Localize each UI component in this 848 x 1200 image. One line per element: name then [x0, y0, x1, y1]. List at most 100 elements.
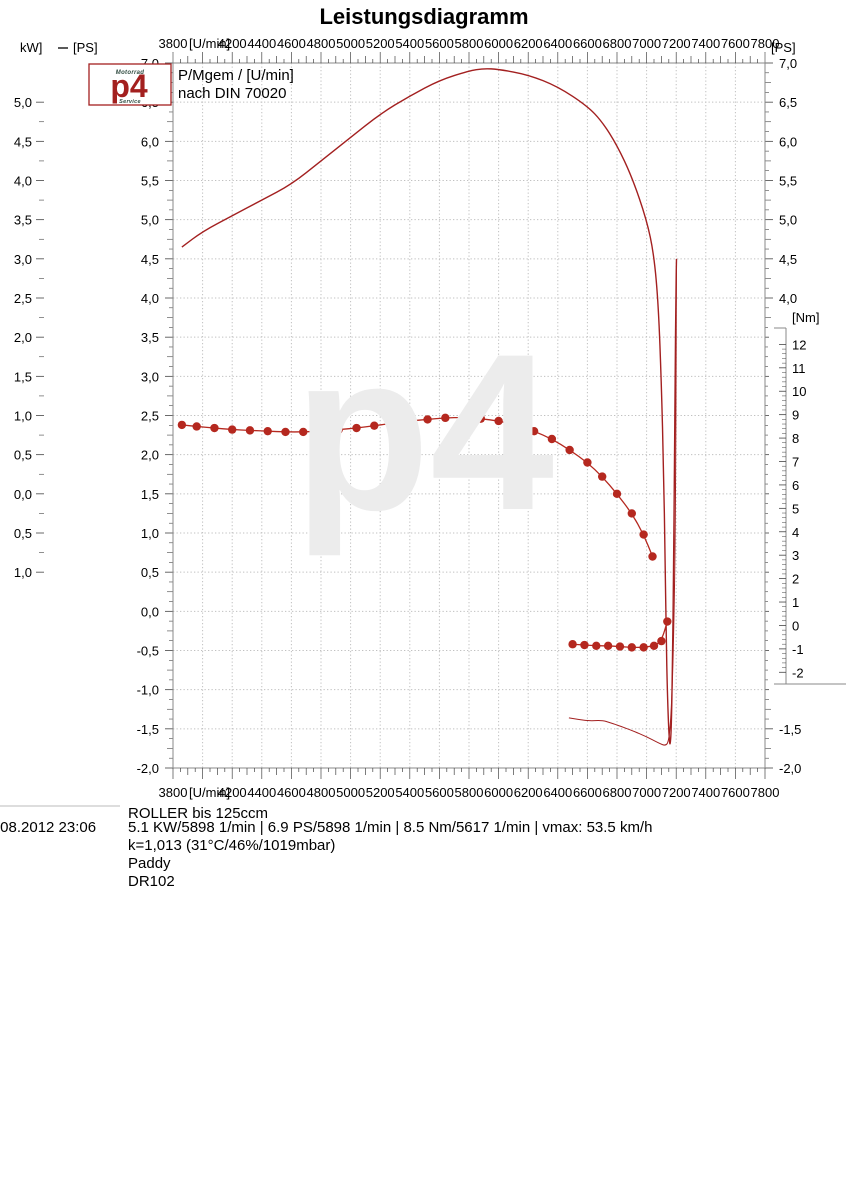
svg-text:3800: 3800: [159, 36, 188, 51]
svg-text:6600: 6600: [573, 785, 602, 800]
svg-text:6800: 6800: [603, 36, 632, 51]
svg-text:5400: 5400: [395, 785, 424, 800]
svg-text:k=1,013 (31°C/46%/1019mbar): k=1,013 (31°C/46%/1019mbar): [128, 837, 335, 854]
svg-text:6,0: 6,0: [779, 134, 797, 149]
svg-text:[PS]: [PS]: [73, 40, 98, 55]
svg-text:5600: 5600: [425, 36, 454, 51]
svg-text:7000: 7000: [632, 36, 661, 51]
svg-text:-1,5: -1,5: [137, 722, 159, 737]
svg-text:4,0: 4,0: [141, 291, 159, 306]
svg-text:3,5: 3,5: [141, 330, 159, 345]
svg-text:7000: 7000: [632, 785, 661, 800]
svg-text:7800: 7800: [751, 785, 780, 800]
svg-text:Paddy: Paddy: [128, 855, 171, 872]
svg-text:0,5: 0,5: [14, 526, 32, 541]
svg-text:4800: 4800: [307, 785, 336, 800]
svg-text:nach DIN 70020: nach DIN 70020: [178, 85, 286, 102]
svg-text:5800: 5800: [455, 785, 484, 800]
svg-text:2,0: 2,0: [14, 330, 32, 345]
svg-text:4,5: 4,5: [141, 252, 159, 267]
svg-text:DR102: DR102: [128, 873, 175, 890]
svg-text:6000: 6000: [484, 785, 513, 800]
svg-text:[U/min]: [U/min]: [189, 785, 230, 800]
svg-text:6600: 6600: [573, 36, 602, 51]
svg-text:4600: 4600: [277, 36, 306, 51]
svg-text:-1,5: -1,5: [779, 722, 801, 737]
svg-text:2,0: 2,0: [141, 448, 159, 463]
svg-text:6: 6: [792, 478, 799, 493]
svg-text:6200: 6200: [514, 36, 543, 51]
svg-text:5,0: 5,0: [141, 213, 159, 228]
svg-text:Service: Service: [119, 99, 141, 105]
svg-text:0,5: 0,5: [14, 448, 32, 463]
svg-text:4,5: 4,5: [779, 252, 797, 267]
svg-text:1,0: 1,0: [14, 565, 32, 580]
svg-text:11: 11: [792, 361, 806, 376]
svg-text:-2,0: -2,0: [779, 761, 801, 776]
svg-text:8: 8: [792, 431, 799, 446]
svg-text:3800: 3800: [159, 785, 188, 800]
svg-text:6,0: 6,0: [141, 134, 159, 149]
svg-text:1,5: 1,5: [141, 487, 159, 502]
svg-text:-1: -1: [792, 642, 804, 657]
svg-text:4,0: 4,0: [14, 174, 32, 189]
svg-text:1,0: 1,0: [14, 409, 32, 424]
svg-text:3,0: 3,0: [14, 252, 32, 267]
svg-text:6200: 6200: [514, 785, 543, 800]
svg-text:5000: 5000: [336, 36, 365, 51]
svg-text:7,0: 7,0: [779, 56, 797, 71]
svg-text:5,5: 5,5: [779, 174, 797, 189]
svg-text:7200: 7200: [662, 785, 691, 800]
svg-text:1,5: 1,5: [14, 369, 32, 384]
svg-text:4,5: 4,5: [14, 134, 32, 149]
svg-text:7400: 7400: [691, 36, 720, 51]
svg-text:6000: 6000: [484, 36, 513, 51]
svg-text:6400: 6400: [543, 785, 572, 800]
svg-text:0,5: 0,5: [141, 565, 159, 580]
svg-text:2: 2: [792, 572, 799, 587]
svg-text:5000: 5000: [336, 785, 365, 800]
svg-text:6400: 6400: [543, 36, 572, 51]
svg-text:4400: 4400: [247, 785, 276, 800]
svg-text:5,0: 5,0: [14, 95, 32, 110]
svg-text:7400: 7400: [691, 785, 720, 800]
svg-text:3,0: 3,0: [141, 369, 159, 384]
svg-text:5.1 KW/5898 1/min | 6.9 PS/5: 5.1 KW/5898 1/min | 6.9 PS/5898 1/min | …: [128, 819, 652, 836]
svg-text:0,0: 0,0: [14, 487, 32, 502]
svg-text:0: 0: [792, 618, 799, 633]
svg-text:2,5: 2,5: [141, 409, 159, 424]
svg-text:4: 4: [792, 525, 799, 540]
svg-text:5400: 5400: [395, 36, 424, 51]
svg-text:10: 10: [792, 384, 806, 399]
svg-text:5,0: 5,0: [779, 213, 797, 228]
svg-text:7600: 7600: [721, 785, 750, 800]
svg-text:5,5: 5,5: [141, 174, 159, 189]
svg-text:-2: -2: [792, 665, 804, 680]
svg-text:5200: 5200: [366, 36, 395, 51]
svg-text:2,5: 2,5: [14, 291, 32, 306]
svg-text:1,0: 1,0: [141, 526, 159, 541]
svg-text:5200: 5200: [366, 785, 395, 800]
svg-text:4800: 4800: [307, 36, 336, 51]
svg-text:5: 5: [792, 501, 799, 516]
svg-text:[PS]: [PS]: [771, 40, 796, 55]
svg-text:12: 12: [792, 337, 806, 352]
svg-text:9: 9: [792, 408, 799, 423]
svg-text:6800: 6800: [603, 785, 632, 800]
svg-text:[U/min]: [U/min]: [189, 36, 230, 51]
svg-text:1: 1: [792, 595, 799, 610]
svg-text:-1,0: -1,0: [137, 683, 159, 698]
svg-text:4600: 4600: [277, 785, 306, 800]
svg-text:[Nm]: [Nm]: [792, 310, 819, 325]
svg-text:6,5: 6,5: [779, 95, 797, 110]
svg-text:kW]: kW]: [20, 40, 42, 55]
svg-text:7200: 7200: [662, 36, 691, 51]
svg-text:3: 3: [792, 548, 799, 563]
svg-text:5600: 5600: [425, 785, 454, 800]
svg-text:5800: 5800: [455, 36, 484, 51]
svg-text:p4: p4: [294, 308, 554, 557]
svg-text:7: 7: [792, 455, 799, 470]
svg-text:.08.2012 23:06: .08.2012 23:06: [0, 819, 96, 836]
svg-text:P/Mgem / [U/min]: P/Mgem / [U/min]: [178, 67, 294, 84]
svg-text:0,0: 0,0: [141, 604, 159, 619]
